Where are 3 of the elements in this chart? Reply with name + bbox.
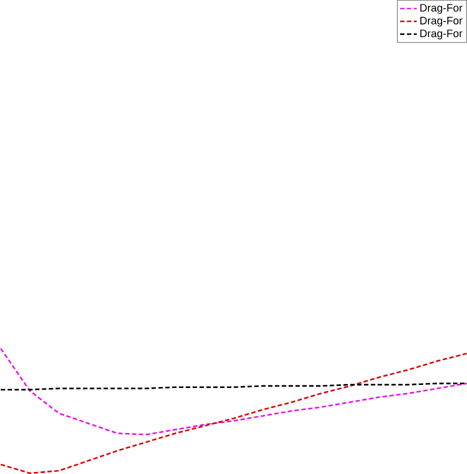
legend-label: Drag-For	[420, 4, 462, 14]
legend-label: Drag-For	[420, 16, 462, 27]
legend-label: Drag-For	[420, 30, 462, 40]
